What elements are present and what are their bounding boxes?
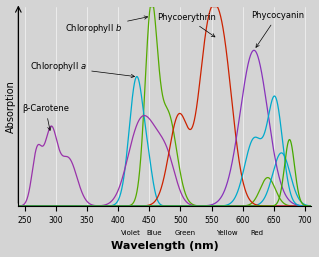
Text: Chlorophyll $a$: Chlorophyll $a$ — [30, 60, 135, 78]
Text: Yellow: Yellow — [216, 230, 237, 236]
Text: Green: Green — [174, 230, 195, 236]
Text: β-Carotene: β-Carotene — [22, 104, 69, 130]
X-axis label: Wavelength (nm): Wavelength (nm) — [111, 241, 219, 251]
Text: Chlorophyll $b$: Chlorophyll $b$ — [65, 16, 148, 35]
Text: Blue: Blue — [146, 230, 162, 236]
Y-axis label: Absorption: Absorption — [5, 80, 16, 133]
Text: Phycocyanin: Phycocyanin — [251, 11, 304, 47]
Text: Violet: Violet — [121, 230, 140, 236]
Text: Phycoerythrin: Phycoerythrin — [157, 13, 216, 37]
Text: Red: Red — [250, 230, 263, 236]
